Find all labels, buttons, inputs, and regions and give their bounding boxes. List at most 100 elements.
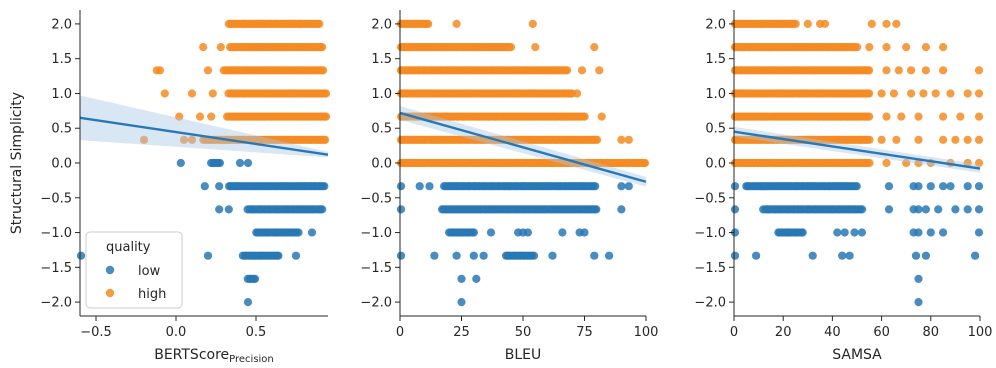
x-tick-label: 0: [730, 325, 738, 340]
point-high: [207, 112, 216, 121]
point-high: [882, 19, 891, 28]
point-low: [469, 251, 478, 260]
regression-line: [733, 130, 981, 170]
point-high: [931, 89, 940, 98]
point-low: [235, 158, 245, 168]
point-low: [200, 182, 209, 191]
point-low: [857, 228, 867, 237]
y-tick-label: 1.5: [371, 52, 392, 67]
point-low: [974, 182, 984, 191]
point-low: [479, 251, 488, 260]
x-tick-label: 75: [576, 325, 593, 340]
point-low: [951, 205, 960, 214]
point-low: [291, 251, 301, 260]
y-tick-label: −1.5: [694, 261, 726, 276]
y-tick-label: −2.0: [694, 296, 726, 311]
y-tick-label: −0.5: [694, 191, 726, 206]
point-high: [791, 19, 800, 28]
x-axis-label-subscript: Precision: [229, 354, 274, 365]
point-high: [577, 66, 587, 75]
point-high: [882, 43, 891, 52]
point-high: [974, 89, 984, 98]
point-high: [803, 19, 812, 28]
x-tick-label: 0.5: [246, 325, 267, 340]
point-low: [415, 182, 424, 191]
point-low: [852, 182, 861, 191]
point-high: [939, 66, 948, 75]
point-low: [833, 228, 842, 237]
point-high: [919, 89, 928, 98]
point-high: [208, 89, 217, 98]
point-low: [469, 228, 478, 237]
point-high: [974, 158, 984, 168]
point-low: [974, 205, 984, 214]
point-high: [321, 89, 331, 98]
points: [730, 19, 984, 307]
point-high: [203, 66, 213, 75]
point-low: [605, 251, 614, 260]
point-low: [939, 228, 948, 237]
point-low: [591, 182, 600, 191]
point-low: [523, 228, 533, 237]
point-high: [974, 135, 984, 144]
point-high: [974, 112, 984, 121]
point-high: [892, 19, 901, 28]
point-low: [971, 251, 980, 260]
x-tick-label: 100: [968, 325, 993, 340]
point-low: [845, 251, 854, 260]
point-low: [176, 158, 185, 168]
point-low: [580, 228, 589, 237]
point-high: [921, 66, 931, 75]
point-high: [322, 112, 331, 121]
point-high: [939, 43, 948, 52]
point-low: [250, 274, 260, 283]
point-low: [425, 182, 434, 191]
point-high: [640, 158, 650, 168]
point-low: [974, 228, 984, 237]
point-high: [951, 135, 960, 144]
point-high: [963, 89, 972, 98]
x-tick-label: 40: [824, 325, 841, 340]
point-low: [840, 228, 849, 237]
point-low: [934, 205, 943, 214]
point-high: [865, 112, 874, 121]
point-low: [730, 228, 740, 237]
point-high: [321, 135, 330, 144]
point-low: [529, 251, 539, 260]
point-low: [558, 228, 567, 237]
point-low: [911, 251, 921, 260]
point-high: [139, 135, 149, 144]
point-high: [939, 112, 948, 121]
point-low: [457, 298, 466, 307]
y-tick-label: 0.5: [371, 122, 392, 137]
y-tick-label: −1.0: [360, 226, 392, 241]
point-low: [914, 182, 923, 191]
point-high: [506, 43, 516, 52]
point-low: [939, 182, 948, 191]
x-axis-label: BERTScorePrecision: [154, 347, 274, 365]
point-high: [531, 43, 540, 52]
point-low: [808, 251, 817, 260]
y-tick-label: −0.5: [360, 191, 392, 206]
y-tick-label: 0.5: [705, 122, 726, 137]
y-axis-label: Structural Simplicity: [9, 92, 25, 234]
y-tick-label: 1.5: [705, 52, 726, 67]
point-high: [865, 135, 874, 144]
point-high: [892, 135, 901, 144]
point-low: [798, 228, 807, 237]
point-high: [152, 66, 161, 75]
point-high: [946, 89, 955, 98]
point-high: [597, 112, 606, 121]
point-high: [877, 135, 886, 144]
y-tick-label: 2.0: [705, 17, 726, 32]
point-low: [914, 274, 923, 283]
point-low: [946, 182, 955, 191]
point-low: [858, 205, 867, 214]
point-low: [752, 251, 761, 260]
point-high: [963, 158, 972, 168]
point-high: [882, 112, 891, 121]
point-low: [203, 251, 213, 260]
point-high: [867, 19, 876, 28]
point-high: [528, 19, 537, 28]
